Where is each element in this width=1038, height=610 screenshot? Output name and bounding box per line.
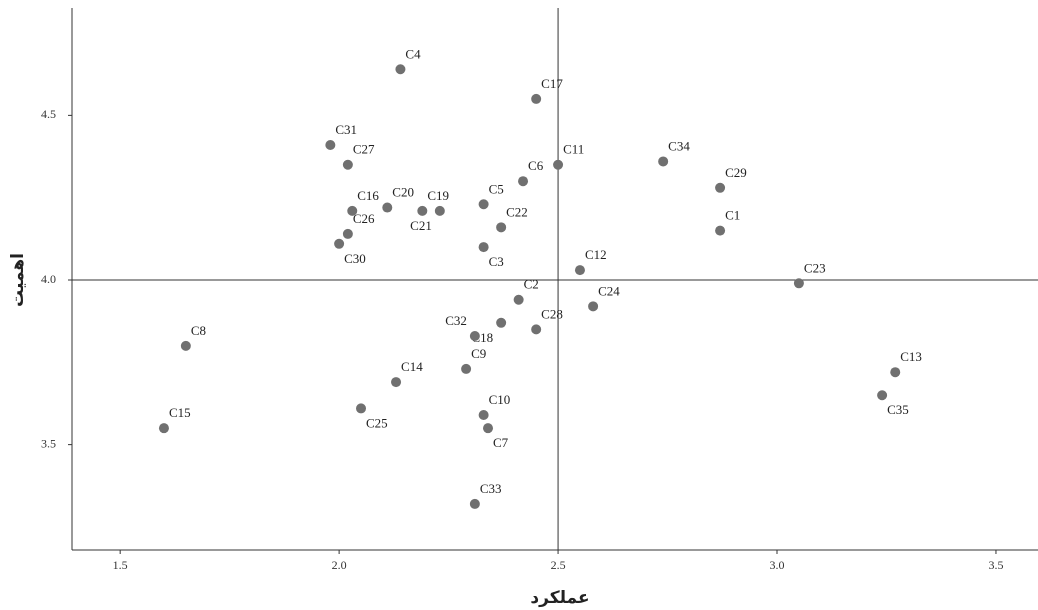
point-label: C15 [169, 405, 191, 420]
data-point [342, 228, 353, 239]
data-point [180, 340, 191, 351]
y-axis-title: اهمیت [8, 253, 28, 307]
point-label: C4 [405, 46, 421, 61]
data-point [715, 225, 726, 236]
data-point [158, 423, 169, 434]
point-label: C3 [489, 254, 504, 269]
point-label: C7 [493, 435, 509, 450]
x-tick-label: 3.5 [988, 558, 1003, 572]
y-tick-label: 4.0 [41, 272, 56, 286]
point-label: C1 [725, 208, 740, 223]
data-point [478, 410, 489, 420]
x-axis-title: عملکرد [530, 588, 589, 608]
data-point [588, 301, 599, 312]
point-label: C9 [471, 346, 486, 361]
point-label: C24 [598, 283, 620, 298]
point-label: C12 [585, 247, 607, 262]
point-label: C28 [541, 306, 563, 321]
data-point [347, 205, 358, 216]
data-point [483, 423, 494, 434]
data-point [531, 93, 542, 104]
data-point [382, 202, 393, 213]
data-point [553, 159, 564, 170]
data-point [513, 294, 524, 305]
point-label: C32 [445, 313, 467, 328]
data-point [531, 324, 542, 335]
point-label: C16 [357, 188, 379, 203]
data-point [461, 363, 472, 374]
data-point [469, 330, 480, 341]
x-tick-label: 2.0 [332, 558, 347, 572]
point-label: C29 [725, 165, 747, 180]
data-point [496, 222, 507, 233]
data-point [496, 317, 507, 328]
data-point [342, 159, 353, 170]
point-label: C20 [392, 185, 414, 200]
point-label: C22 [506, 204, 528, 219]
point-label: C10 [489, 392, 511, 407]
data-point [793, 278, 804, 289]
data-point [434, 205, 445, 216]
data-point [395, 64, 406, 75]
point-label: C8 [191, 323, 206, 338]
y-tick-label: 3.5 [41, 436, 56, 450]
data-point [877, 390, 888, 401]
point-label: C19 [427, 188, 449, 203]
point-label: C30 [344, 251, 366, 266]
point-label: C23 [804, 260, 826, 275]
y-tick-label: 4.5 [41, 107, 56, 121]
data-point [469, 498, 480, 509]
point-label: C6 [528, 158, 544, 173]
data-point [478, 199, 489, 210]
point-label: C2 [524, 277, 539, 292]
data-point [658, 156, 669, 167]
point-label: C14 [401, 359, 423, 374]
point-label: C17 [541, 76, 563, 91]
point-label: C21 [410, 218, 432, 233]
point-label: C35 [887, 402, 909, 417]
point-label: C25 [366, 415, 388, 430]
x-tick-label: 3.0 [770, 558, 785, 572]
point-label: C11 [563, 142, 584, 157]
x-tick-label: 2.5 [551, 558, 566, 572]
data-point [417, 205, 428, 216]
point-label: C26 [353, 211, 375, 226]
point-label: C5 [489, 181, 504, 196]
data-point [518, 176, 529, 187]
point-label: C27 [353, 142, 375, 157]
data-point [478, 242, 489, 253]
x-tick-label: 1.5 [113, 558, 128, 572]
point-label: C31 [335, 122, 357, 137]
data-point [715, 182, 726, 193]
data-point [334, 238, 345, 249]
data-point [890, 367, 901, 378]
point-label: C13 [900, 349, 922, 364]
data-point [356, 403, 367, 414]
data-point [391, 377, 402, 388]
point-label: C34 [668, 138, 690, 153]
data-point [325, 140, 336, 150]
point-label: C33 [480, 481, 502, 496]
data-point [574, 265, 585, 276]
